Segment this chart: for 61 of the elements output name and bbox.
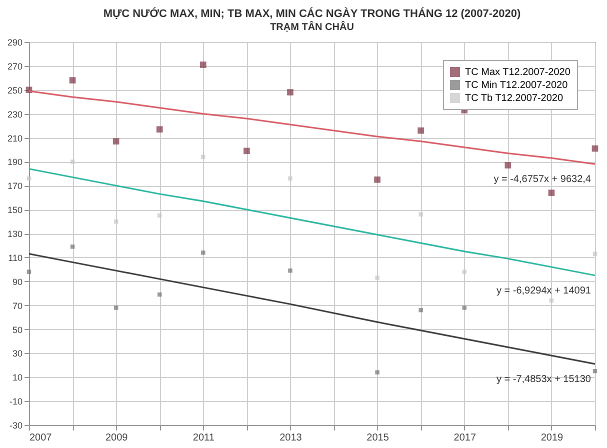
y-tick-label: 250 — [7, 85, 22, 96]
point — [375, 370, 380, 374]
point — [548, 190, 555, 196]
point — [112, 138, 120, 145]
point — [462, 306, 467, 310]
x-tick-label: 2013 — [280, 432, 302, 444]
y-tick-label: -10 — [9, 396, 22, 407]
y-tick-label: 130 — [7, 229, 22, 239]
legend-label: TC Min T12.2007-2020 — [465, 80, 568, 91]
point — [418, 308, 423, 312]
point — [375, 276, 380, 280]
x-tick-label: 2015 — [366, 432, 390, 444]
y-tick-label: 290 — [7, 38, 22, 48]
point — [287, 89, 294, 96]
point — [504, 162, 512, 168]
y-tick-label: 270 — [7, 61, 22, 72]
point — [200, 62, 206, 68]
x-tick-label: 2009 — [105, 432, 128, 444]
point — [288, 176, 292, 181]
point — [156, 126, 163, 133]
point — [418, 212, 423, 216]
point — [69, 77, 76, 84]
annotation: y = -7,4853x + 15130 — [496, 374, 592, 385]
x-tick-label: 2007 — [30, 432, 52, 444]
point — [592, 252, 598, 256]
y-tick-label: 50 — [12, 324, 22, 335]
x-tick-label: 2019 — [540, 432, 564, 444]
chart-subtitle: TRẠM TÂN CHÂU — [270, 21, 354, 33]
point — [462, 270, 467, 274]
point — [201, 154, 206, 160]
point — [418, 127, 424, 134]
y-tick-label: 170 — [7, 181, 22, 192]
point — [244, 148, 250, 154]
legend-label: TC Max T12.2007-2020 — [465, 67, 571, 78]
y-tick-label: 30 — [12, 348, 22, 359]
y-tick-label: 210 — [7, 133, 22, 144]
point — [114, 306, 118, 310]
point — [26, 270, 32, 274]
point — [201, 250, 206, 255]
x-tick-label: 2011 — [192, 432, 215, 444]
line-series — [29, 168, 595, 276]
point — [70, 160, 75, 164]
y-tick-label: 70 — [12, 300, 22, 311]
point — [374, 176, 380, 183]
y-tick-label: 150 — [7, 205, 22, 216]
annotation: y = -6,9294x + 14091 — [496, 285, 592, 296]
annotation: y = -4,6757x + 9632,4 — [494, 174, 592, 186]
point — [592, 145, 598, 152]
line-series — [29, 253, 595, 365]
y-tick-label: 230 — [7, 109, 22, 120]
y-tick-label: 10 — [12, 372, 22, 383]
point — [70, 244, 75, 249]
chart-title: MỰC NƯỚC MAX, MIN; TB MAX, MIN CÁC NGÀY TRONG THÁNG 12 (2007-2020) — [103, 7, 522, 20]
point — [288, 268, 292, 273]
y-tick-label: 90 — [12, 276, 22, 287]
y-tick-label: -30 — [9, 420, 22, 430]
x-tick-label: 2017 — [454, 432, 476, 444]
y-tick-label: 190 — [7, 157, 22, 168]
legend-label: TC Tb T12.2007-2020 — [465, 93, 564, 104]
y-tick-label: 110 — [8, 252, 22, 263]
point — [592, 369, 598, 374]
